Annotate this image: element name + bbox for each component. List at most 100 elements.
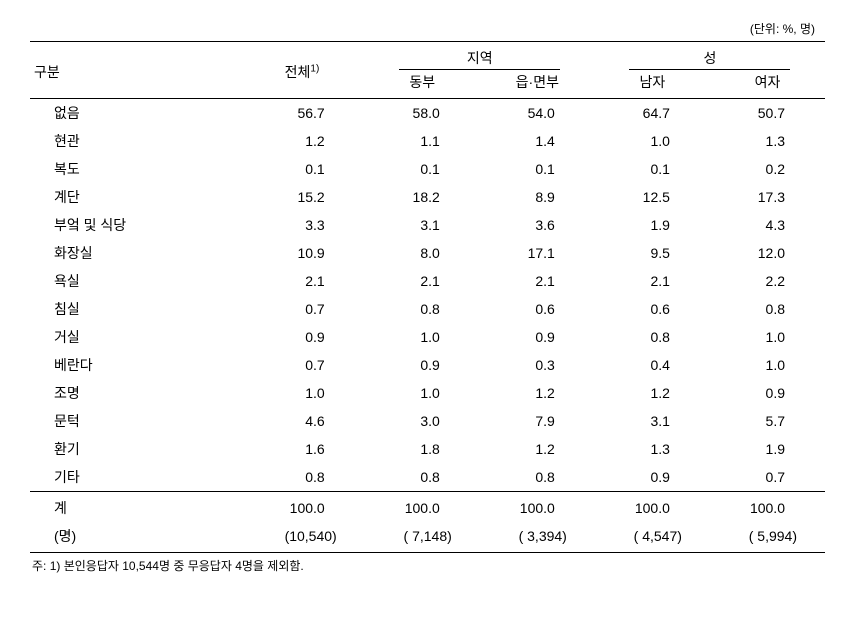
row-region1: 3.0 — [365, 407, 480, 435]
row-gender2: 1.0 — [710, 323, 825, 351]
row-gender1: 1.2 — [595, 379, 710, 407]
row-label: 부엌 및 식당 — [30, 211, 239, 239]
row-total: 0.1 — [239, 155, 365, 183]
row-gender2: 0.8 — [710, 295, 825, 323]
row-total: 0.9 — [239, 323, 365, 351]
row-gender1: 0.4 — [595, 351, 710, 379]
totals-region2: 100.0 — [480, 492, 595, 523]
row-total: 3.3 — [239, 211, 365, 239]
row-gender1: 2.1 — [595, 267, 710, 295]
header-category: 구분 — [30, 42, 239, 99]
row-region1: 58.0 — [365, 99, 480, 128]
row-gender1: 0.1 — [595, 155, 710, 183]
table-row: 욕실2.12.12.12.12.2 — [30, 267, 825, 295]
table-row: 현관1.21.11.41.01.3 — [30, 127, 825, 155]
counts-gender2: ( 5,994) — [710, 522, 825, 553]
row-gender1: 0.6 — [595, 295, 710, 323]
header-region-sub2: 읍·면부 — [480, 70, 595, 99]
row-region1: 1.0 — [365, 323, 480, 351]
row-gender1: 1.3 — [595, 435, 710, 463]
row-total: 56.7 — [239, 99, 365, 128]
row-region1: 2.1 — [365, 267, 480, 295]
row-gender2: 2.2 — [710, 267, 825, 295]
row-region1: 8.0 — [365, 239, 480, 267]
row-label: 욕실 — [30, 267, 239, 295]
row-gender2: 0.7 — [710, 463, 825, 492]
table-row: 없음56.758.054.064.750.7 — [30, 99, 825, 128]
totals-region1: 100.0 — [365, 492, 480, 523]
row-region2: 0.8 — [480, 463, 595, 492]
row-region2: 1.2 — [480, 435, 595, 463]
row-total: 0.7 — [239, 295, 365, 323]
row-total: 15.2 — [239, 183, 365, 211]
footnote: 주: 1) 본인응답자 10,544명 중 무응답자 4명을 제외함. — [30, 553, 825, 574]
row-region2: 54.0 — [480, 99, 595, 128]
row-region1: 18.2 — [365, 183, 480, 211]
table-row: 계단15.218.28.912.517.3 — [30, 183, 825, 211]
row-label: 계단 — [30, 183, 239, 211]
row-region2: 17.1 — [480, 239, 595, 267]
unit-label: (단위: %, 명) — [30, 20, 825, 37]
row-label: 거실 — [30, 323, 239, 351]
row-gender2: 1.9 — [710, 435, 825, 463]
row-region1: 0.1 — [365, 155, 480, 183]
row-region2: 1.4 — [480, 127, 595, 155]
row-region1: 0.8 — [365, 295, 480, 323]
row-gender1: 9.5 — [595, 239, 710, 267]
row-gender1: 1.9 — [595, 211, 710, 239]
row-gender1: 3.1 — [595, 407, 710, 435]
row-total: 2.1 — [239, 267, 365, 295]
table-row: 조명1.01.01.21.20.9 — [30, 379, 825, 407]
row-gender1: 12.5 — [595, 183, 710, 211]
data-table: 구분 전체1) 지역 성 동부 읍·면부 남자 여자 없음56.758.054.… — [30, 41, 825, 553]
counts-region1: ( 7,148) — [365, 522, 480, 553]
table-row: 기타0.80.80.80.90.7 — [30, 463, 825, 492]
counts-label: (명) — [30, 522, 239, 553]
row-gender1: 64.7 — [595, 99, 710, 128]
row-region2: 0.6 — [480, 295, 595, 323]
row-gender2: 0.9 — [710, 379, 825, 407]
row-gender1: 0.8 — [595, 323, 710, 351]
row-gender2: 50.7 — [710, 99, 825, 128]
row-gender2: 12.0 — [710, 239, 825, 267]
row-label: 침실 — [30, 295, 239, 323]
row-gender2: 1.0 — [710, 351, 825, 379]
row-label: 조명 — [30, 379, 239, 407]
row-gender1: 1.0 — [595, 127, 710, 155]
header-gender-sub2: 여자 — [710, 70, 825, 99]
row-region2: 1.2 — [480, 379, 595, 407]
table-row: 부엌 및 식당3.33.13.61.94.3 — [30, 211, 825, 239]
table-row: 환기1.61.81.21.31.9 — [30, 435, 825, 463]
row-total: 1.0 — [239, 379, 365, 407]
row-region1: 0.8 — [365, 463, 480, 492]
row-label: 현관 — [30, 127, 239, 155]
totals-gender2: 100.0 — [710, 492, 825, 523]
row-label: 화장실 — [30, 239, 239, 267]
table-row: 침실0.70.80.60.60.8 — [30, 295, 825, 323]
row-region1: 0.9 — [365, 351, 480, 379]
row-label: 베란다 — [30, 351, 239, 379]
row-region2: 2.1 — [480, 267, 595, 295]
header-region-group: 지역 — [365, 42, 595, 71]
totals-total: 100.0 — [239, 492, 365, 523]
totals-label: 계 — [30, 492, 239, 523]
table-row: 문턱4.63.07.93.15.7 — [30, 407, 825, 435]
row-total: 0.8 — [239, 463, 365, 492]
table-row: 화장실10.98.017.19.512.0 — [30, 239, 825, 267]
header-total-sup: 1) — [310, 63, 319, 74]
row-region2: 7.9 — [480, 407, 595, 435]
table-row: 복도0.10.10.10.10.2 — [30, 155, 825, 183]
counts-total: (10,540) — [239, 522, 365, 553]
header-gender-group: 성 — [595, 42, 825, 71]
row-gender2: 1.3 — [710, 127, 825, 155]
row-label: 복도 — [30, 155, 239, 183]
row-region1: 1.8 — [365, 435, 480, 463]
row-region2: 8.9 — [480, 183, 595, 211]
header-gender-sub1: 남자 — [595, 70, 710, 99]
row-gender2: 5.7 — [710, 407, 825, 435]
row-region2: 0.3 — [480, 351, 595, 379]
counts-gender1: ( 4,547) — [595, 522, 710, 553]
row-region1: 1.1 — [365, 127, 480, 155]
table-row: 거실0.91.00.90.81.0 — [30, 323, 825, 351]
totals-gender1: 100.0 — [595, 492, 710, 523]
